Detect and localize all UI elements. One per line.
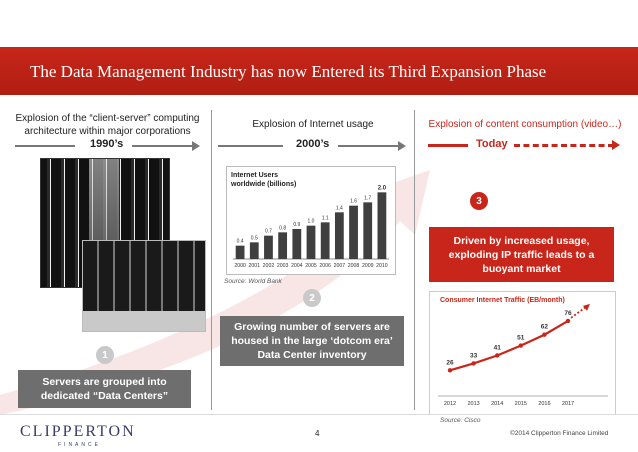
traffic-tick-label-2012: 2012 — [444, 401, 456, 407]
column-divider-2 — [414, 110, 415, 410]
traffic-value-label-2015: 51 — [517, 335, 525, 342]
footer-divider — [0, 414, 638, 415]
traffic-point-2012 — [447, 368, 453, 373]
page-number: 4 — [315, 429, 320, 438]
traffic-projection-arrowhead — [583, 303, 590, 311]
era-2-arrow-line — [218, 145, 283, 147]
era-1-label: 1990’s — [90, 138, 124, 150]
era-3-arrow-line — [428, 144, 468, 147]
bar-tick-label-2004: 2004 — [291, 263, 303, 269]
bar-value-label-2000: 0.4 — [237, 239, 244, 245]
internet-users-chart: Internet Users worldwide (billions) 0.4 2… — [226, 166, 396, 275]
column-3-heading: Explosion of content consumption (video…… — [428, 119, 622, 130]
consumer-traffic-chart: Consumer Internet Traffic (EB/month) 26 2… — [429, 291, 616, 415]
traffic-point-2014 — [495, 353, 500, 358]
traffic-point-2013 — [471, 361, 476, 366]
step-1-text: Servers are grouped into dedicated “Data… — [40, 376, 169, 402]
traffic-tick-label-2014: 2014 — [491, 401, 503, 407]
traffic-value-label-2016: 62 — [541, 324, 549, 331]
bar-tick-label-2000: 2000 — [234, 263, 246, 269]
bar-value-label-2003: 0.8 — [279, 225, 286, 231]
bar-tick-label-2006: 2006 — [319, 263, 331, 269]
bar-value-label-2005: 1.0 — [308, 219, 315, 225]
bar-value-label-2008: 1.6 — [350, 199, 357, 205]
bar-2004 — [292, 229, 302, 259]
traffic-value-label-2017: 76 — [564, 310, 572, 317]
step-3-text: Driven by increased usage, exploding IP … — [448, 234, 595, 275]
bar-tick-label-2008: 2008 — [348, 263, 360, 269]
traffic-value-label-2014: 41 — [494, 344, 502, 351]
bar-2005 — [306, 225, 316, 259]
bar-2000 — [235, 245, 245, 259]
traffic-chart-title: Consumer Internet Traffic (EB/month) — [440, 297, 565, 304]
bar-2007 — [334, 212, 344, 259]
step-2-box: Growing number of servers are housed in … — [220, 316, 404, 366]
column-divider-1 — [211, 110, 212, 410]
era-1-arrowhead — [192, 141, 200, 151]
era-1-arrow-line-right — [132, 145, 192, 147]
traffic-value-label-2013: 33 — [470, 352, 478, 359]
bar-2010 — [377, 192, 387, 259]
step-2-text: Growing number of servers are housed in … — [231, 321, 393, 361]
bar-2002 — [264, 235, 273, 259]
consumer-traffic-line-chart: 26 2012 33 2013 41 2014 51 2015 62 2016 76 2017 — [438, 303, 608, 407]
step-3-box: Driven by increased usage, exploding IP … — [429, 227, 614, 282]
step-3-badge: 3 — [470, 192, 488, 210]
era-3-arrowhead — [612, 140, 620, 150]
traffic-series-line — [449, 319, 569, 372]
traffic-projection-dashed — [570, 306, 587, 319]
copyright: ©2014 Clipperton Finance Limited — [510, 430, 609, 437]
title-bar — [0, 47, 638, 95]
bar-value-label-2006: 1.1 — [322, 215, 329, 221]
traffic-point-2015 — [518, 343, 523, 348]
bar-2001 — [249, 242, 259, 259]
traffic-tick-label-2016: 2016 — [538, 401, 550, 407]
column-2-heading: Explosion of Internet usage — [252, 119, 374, 130]
page-title: The Data Management Industry has now Ent… — [30, 62, 547, 81]
era-1-arrow-line — [15, 145, 75, 147]
internet-chart-source: Source: World Bank — [224, 278, 282, 285]
era-2-label: 2000’s — [296, 138, 330, 150]
internet-users-bar-chart: 0.4 2000 0.5 2001 0.7 2002 0.8 2003 0.9 2004 1.0 20… — [233, 185, 389, 269]
era-2-arrowhead — [398, 141, 406, 151]
era-2-arrow-line-right — [338, 145, 398, 147]
traffic-point-2017 — [565, 318, 571, 324]
bar-tick-label-2003: 2003 — [277, 263, 289, 269]
bar-2009 — [363, 202, 373, 259]
bar-value-label-2009: 1.7 — [364, 195, 371, 201]
era-3-label: Today — [476, 138, 508, 150]
bar-value-label-2004: 0.9 — [293, 222, 300, 228]
traffic-value-label-2012: 26 — [446, 359, 454, 366]
bar-tick-label-2002: 2002 — [263, 263, 275, 269]
traffic-tick-label-2013: 2013 — [467, 401, 479, 407]
bar-value-label-2001: 0.5 — [251, 235, 258, 241]
column-1-heading: Explosion of the “client-server” computi… — [15, 113, 200, 137]
traffic-point-2016 — [542, 332, 547, 337]
step-2-badge: 2 — [303, 289, 321, 307]
bar-tick-label-2009: 2009 — [362, 263, 374, 269]
bar-tick-label-2005: 2005 — [305, 263, 317, 269]
bar-2006 — [320, 222, 330, 259]
clipperton-logo-sub: FINANCE — [58, 442, 101, 448]
bar-tick-label-2010: 2010 — [376, 263, 388, 269]
era-3-dashed-line — [514, 144, 614, 147]
step-1-badge: 1 — [96, 346, 114, 364]
bar-2003 — [278, 232, 288, 259]
bar-value-label-2007: 1.4 — [336, 205, 343, 211]
clipperton-logo: CLIPPERTON — [20, 423, 136, 440]
traffic-tick-label-2015: 2015 — [515, 401, 527, 407]
internet-chart-title: Internet Users worldwide (billions) — [231, 172, 297, 188]
step-1-box: Servers are grouped into dedicated “Data… — [18, 370, 191, 408]
traffic-chart-source: Source: Cisco — [440, 417, 481, 424]
traffic-tick-label-2017: 2017 — [562, 401, 574, 407]
bar-tick-label-2007: 2007 — [334, 263, 346, 269]
bar-value-label-2002: 0.7 — [265, 229, 272, 235]
bar-tick-label-2001: 2001 — [248, 263, 260, 269]
bar-value-label-2010: 2.0 — [378, 185, 387, 191]
data-center-photo-racks — [82, 240, 206, 332]
bar-2008 — [349, 205, 358, 259]
